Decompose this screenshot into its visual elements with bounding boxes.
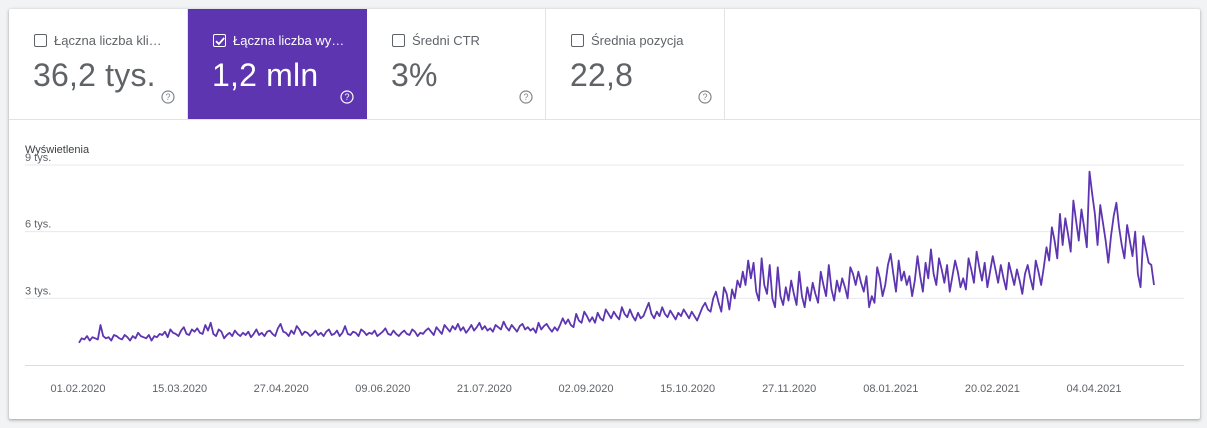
impressions-series-line[interactable] (78, 170, 1155, 344)
metric-value: 3% (391, 57, 438, 93)
x-tick-label: 21.07.2020 (457, 383, 512, 395)
metric-tabs: Łączna liczba kliknięć 36,2 tys. ? Łączn… (9, 9, 1200, 120)
x-tick-label: 01.02.2020 (50, 383, 105, 395)
x-tick-label: 20.02.2021 (965, 383, 1020, 395)
metric-label: Łączna liczba wyświetleń (233, 33, 347, 48)
help-icon[interactable]: ? (698, 90, 712, 104)
x-tick-label: 09.06.2020 (355, 383, 410, 395)
x-tick-label: 04.04.2021 (1066, 383, 1121, 395)
metric-label: Średnia pozycja (591, 33, 684, 48)
x-tick-label: 08.01.2021 (863, 383, 918, 395)
metric-value: 1,2 mln (212, 57, 319, 93)
y-tick-label: 9 tys. (25, 152, 51, 164)
y-tick-label: 3 tys. (25, 285, 51, 297)
metric-total-impressions[interactable]: Łączna liczba wyświetleń 1,2 mln ? (188, 9, 367, 119)
metric-average-position[interactable]: Średnia pozycja 22,8 ? (546, 9, 725, 119)
help-icon[interactable]: ? (340, 90, 354, 104)
line-chart: 3 tys. 6 tys. 9 tys. 01.02.2020 15.03.2020 27… (25, 152, 1184, 395)
help-icon[interactable]: ? (519, 90, 533, 104)
svg-text:?: ? (702, 92, 707, 102)
svg-text:?: ? (523, 92, 528, 102)
performance-card: Łączna liczba kliknięć 36,2 tys. ? Łączn… (9, 9, 1200, 419)
svg-text:?: ? (344, 92, 349, 102)
x-tick-label: 15.10.2020 (660, 383, 715, 395)
x-tick-label: 15.03.2020 (152, 383, 207, 395)
checkbox-clicks[interactable] (34, 34, 47, 47)
metric-average-ctr[interactable]: Średni CTR 3% ? (367, 9, 546, 119)
y-axis-title: Wyświetlenia (25, 144, 90, 156)
checkbox-position[interactable] (571, 34, 584, 47)
metric-value: 36,2 tys. (33, 57, 156, 93)
x-tick-label: 27.11.2020 (762, 383, 816, 395)
x-tick-label: 02.09.2020 (558, 383, 613, 395)
y-tick-label: 6 tys. (25, 219, 51, 231)
metric-value: 22,8 (570, 57, 634, 93)
check-icon (215, 37, 225, 46)
x-tick-label: 27.04.2020 (254, 383, 309, 395)
help-icon[interactable]: ? (161, 90, 175, 104)
checkbox-ctr[interactable] (392, 34, 405, 47)
metric-label: Średni CTR (412, 33, 480, 48)
metric-total-clicks[interactable]: Łączna liczba kliknięć 36,2 tys. ? (9, 9, 188, 119)
checkbox-impressions[interactable] (213, 34, 226, 47)
metric-label: Łączna liczba kliknięć (54, 33, 168, 48)
svg-text:?: ? (165, 92, 170, 102)
impressions-chart: Wyświetlenia 3 tys. 6 tys. 9 tys. 01.02.202… (9, 120, 1200, 419)
